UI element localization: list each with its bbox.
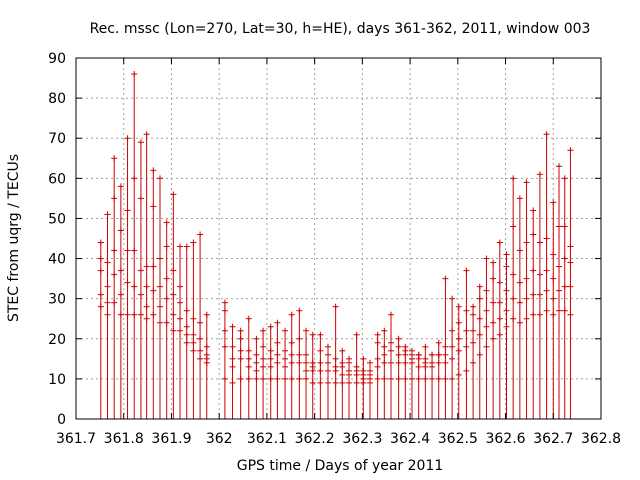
x-tick-label: 362.6: [485, 431, 525, 447]
axis-ticks: [75, 57, 602, 420]
plot-frame: [75, 57, 602, 420]
y-tick-label: 90: [48, 51, 66, 67]
y-tick-label: 20: [48, 332, 66, 348]
x-tick-label: 362.3: [342, 431, 382, 447]
y-tick-label: 50: [48, 211, 66, 227]
x-tick-label: 362.8: [581, 431, 621, 447]
y-tick-label: 60: [48, 171, 66, 187]
x-tick-label: 361.9: [151, 431, 191, 447]
x-tick-label: 362.5: [438, 431, 478, 447]
x-tick-label: 361.8: [104, 431, 144, 447]
data-marks: [97, 71, 574, 420]
chart-title: Rec. mssc (Lon=270, Lat=30, h=HE), days …: [90, 21, 591, 37]
y-tick-label: 30: [48, 292, 66, 308]
x-tick-label: 362.4: [390, 431, 430, 447]
x-tick-label: 361.7: [56, 431, 96, 447]
x-axis-label: GPS time / Days of year 2011: [237, 458, 444, 474]
x-tick-label: 362: [206, 431, 233, 447]
x-tick-label: 362.1: [247, 431, 287, 447]
y-tick-label: 70: [48, 131, 66, 147]
x-tick-labels: 361.7 361.8 361.9 362 362.1 362.2 362.3 362.4 36…: [56, 431, 621, 447]
y-tick-label: 80: [48, 91, 66, 107]
x-tick-label: 362.2: [295, 431, 335, 447]
y-tick-label: 40: [48, 252, 66, 268]
y-axis-label: STEC from uqrg / TECUs: [6, 154, 22, 322]
x-tick-label: 362.7: [533, 431, 573, 447]
y-tick-labels: 0 10 20 30 40 50 60 70 80 90: [48, 51, 66, 428]
y-tick-label: 0: [57, 412, 66, 428]
y-tick-label: 10: [48, 372, 66, 388]
